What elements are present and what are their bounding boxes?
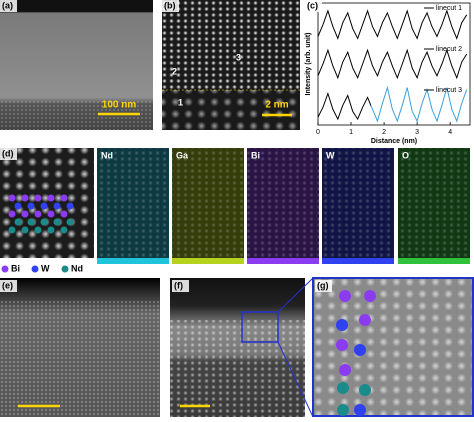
x-tick-label: 1 [349, 129, 353, 136]
panel-label: (g) [317, 280, 329, 290]
atom [40, 218, 48, 226]
atom [34, 194, 42, 202]
x-tick-label: 0 [316, 129, 320, 136]
atom [66, 202, 74, 210]
panel-label: (c) [307, 0, 318, 10]
atom [354, 404, 366, 416]
panel-label: (d) [2, 148, 14, 158]
x-tick-label: 4 [448, 129, 452, 136]
atom [337, 404, 349, 416]
x-axis-label: Distance (nm) [371, 138, 417, 145]
scale-text: 100 nm [102, 100, 137, 111]
element-map-texture [398, 148, 470, 258]
atom [339, 364, 351, 376]
zoom-box [241, 311, 279, 343]
map-name: O [402, 150, 409, 160]
color-bar [322, 258, 394, 264]
atom [53, 202, 61, 210]
atom [364, 290, 376, 302]
atom [337, 382, 349, 394]
color-bar [97, 258, 169, 264]
atom [66, 218, 74, 226]
legend-dot [31, 265, 39, 273]
panel-label: (b) [164, 0, 176, 10]
region-label: 2 [172, 66, 177, 76]
atom [47, 210, 55, 218]
atom [8, 194, 16, 202]
element-map-texture [247, 148, 319, 258]
atom [60, 194, 68, 202]
atom [34, 210, 42, 218]
y-axis-label: Intensity (arb. unit) [305, 33, 312, 96]
atom [8, 210, 16, 218]
atom [47, 194, 55, 202]
element-map-texture [172, 148, 244, 258]
atom [60, 226, 68, 234]
atom [21, 194, 29, 202]
atom [60, 210, 68, 218]
atom [359, 314, 371, 326]
line-series [317, 85, 468, 123]
legend-text: Bi [11, 263, 20, 273]
element-map-texture [97, 148, 169, 258]
line-series [317, 48, 468, 80]
panel-label: (a) [2, 0, 13, 10]
atom [336, 339, 348, 351]
legend-dot [1, 265, 9, 273]
map-name: Ga [176, 150, 189, 160]
atom [21, 210, 29, 218]
region-label: 1 [178, 97, 183, 107]
legend-text: linecut 3 [436, 87, 462, 94]
atom [14, 218, 22, 226]
panel-label: (e) [2, 280, 13, 290]
legend-text: linecut 1 [436, 5, 462, 12]
legend-dot [61, 265, 69, 273]
atom [354, 344, 366, 356]
x-tick-label: 3 [415, 129, 419, 136]
atom [339, 290, 351, 302]
color-bar [247, 258, 319, 264]
color-bar [398, 258, 470, 264]
legend-text: linecut 2 [436, 46, 462, 53]
legend-text: Nd [71, 263, 83, 273]
atom [34, 226, 42, 234]
legend-text: W [41, 263, 50, 273]
atom [8, 226, 16, 234]
line-series [317, 9, 468, 40]
atom [21, 226, 29, 234]
atom [53, 218, 61, 226]
atom [27, 202, 35, 210]
map-name: W [326, 150, 335, 160]
map-name: Bi [251, 150, 260, 160]
linecut-chart: Intensity (arb. unit) Distance (nm) 0 1 2 3… [305, 2, 471, 145]
scale-text: 2 nm [265, 100, 288, 111]
region-label: 3 [236, 52, 241, 62]
atom [14, 202, 22, 210]
atom [27, 218, 35, 226]
atom [47, 226, 55, 234]
x-tick-label: 2 [382, 129, 386, 136]
color-bar [172, 258, 244, 264]
atom [40, 202, 48, 210]
atom [359, 384, 371, 396]
panel-label: (f) [174, 280, 183, 290]
element-map-texture [322, 148, 394, 258]
map-name: Nd [101, 150, 113, 160]
atom [336, 319, 348, 331]
